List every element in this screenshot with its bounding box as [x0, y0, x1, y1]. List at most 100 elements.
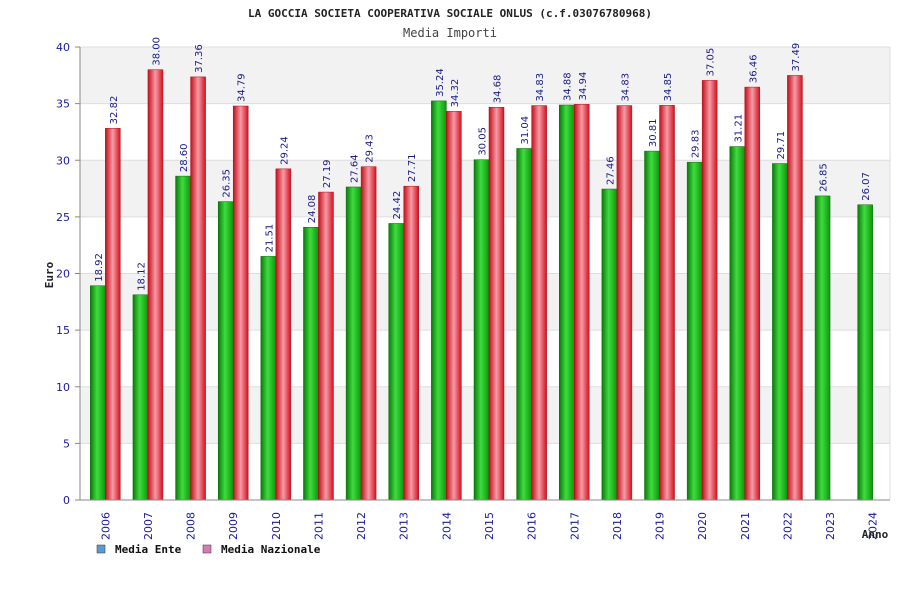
y-tick-label: 5	[63, 437, 70, 450]
bar-value-label: 18.92	[94, 253, 105, 282]
bar-media-ente	[431, 100, 447, 501]
bar-value-label: 29.24	[279, 136, 290, 165]
bar-media-ente	[601, 188, 618, 501]
bar-value-label: 31.21	[733, 114, 744, 143]
bar-media-ente	[686, 161, 703, 501]
bar-media-nazionale	[232, 105, 249, 501]
y-tick-label: 30	[56, 154, 70, 167]
bar-media-nazionale	[701, 80, 718, 501]
bar-media-nazionale	[318, 191, 334, 501]
bar-value-label: 31.04	[520, 116, 531, 145]
bar-value-label: 34.88	[563, 72, 574, 101]
bar-value-label: 35.24	[435, 68, 446, 97]
y-axis: 0 5 10 15 20 25 30 35 40	[56, 41, 81, 507]
x-tick-label: 2017	[568, 512, 581, 540]
bar-media-ente	[260, 256, 277, 501]
bar-media-nazionale	[190, 76, 206, 501]
bar-media-ente	[175, 175, 191, 501]
bar-value-label: 34.79	[237, 73, 248, 102]
bar-value-label: 21.51	[264, 224, 275, 253]
y-tick-label: 10	[56, 381, 70, 394]
bar-media-nazionale	[574, 104, 590, 501]
bar-value-label: 29.43	[365, 134, 376, 163]
bar-value-label: 18.12	[136, 262, 147, 291]
bar-media-ente	[644, 150, 660, 501]
bar-media-ente	[90, 285, 106, 501]
bar-value-label: 28.60	[179, 143, 190, 172]
bar-media-ente	[345, 186, 362, 501]
bar-value-label: 37.36	[194, 44, 205, 73]
bar-value-label: 34.68	[493, 75, 504, 104]
x-tick-label: 2013	[398, 512, 411, 540]
bar-value-label: 34.83	[535, 73, 546, 102]
bar-value-label: 24.08	[307, 195, 318, 224]
x-tick-label: 2006	[99, 512, 112, 540]
bar-value-labels: 18.92 32.82 18.12 38.00 28.60 37.36 26.35 34.79…	[94, 37, 872, 291]
x-tick-label: 2015	[483, 512, 496, 540]
bar-value-label: 26.07	[861, 172, 872, 201]
x-tick-label: 2019	[654, 512, 667, 540]
x-tick-label: 2010	[270, 512, 283, 540]
y-tick-label: 20	[56, 268, 70, 281]
y-tick-label: 35	[56, 98, 70, 111]
bar-value-label: 26.35	[222, 169, 233, 198]
x-axis-label: Anno	[862, 528, 889, 541]
x-tick-label: 2024	[867, 512, 880, 540]
bar-value-label: 27.46	[605, 156, 616, 185]
y-axis-label: Euro	[43, 261, 56, 288]
bar-value-label: 38.00	[151, 37, 162, 66]
legend-label-nazionale: Media Nazionale	[221, 543, 321, 556]
x-tick-label: 2022	[781, 512, 794, 540]
bar-value-label: 29.71	[776, 131, 787, 160]
legend: Media Ente Media Nazionale	[96, 543, 321, 556]
bar-value-label: 34.83	[620, 73, 631, 102]
bar-media-ente	[388, 223, 404, 501]
bar-media-ente	[303, 227, 319, 501]
bar-value-label: 32.82	[109, 96, 120, 125]
bar-value-label: 37.05	[706, 48, 717, 77]
bar-value-label: 27.19	[322, 159, 333, 188]
bar-value-label: 29.83	[691, 130, 702, 159]
bar-value-label: 30.81	[648, 118, 659, 147]
x-tick-label: 2021	[739, 512, 752, 540]
bar-value-label: 34.94	[578, 72, 589, 101]
bar-media-ente	[814, 195, 831, 501]
y-tick-label: 0	[63, 494, 70, 507]
x-tick-label: 2016	[526, 512, 539, 540]
bar-value-label: 36.46	[748, 54, 759, 83]
bar-media-nazionale	[275, 168, 292, 501]
chart-title: LA GOCCIA SOCIETA COOPERATIVA SOCIALE ON…	[248, 7, 652, 20]
bar-media-nazionale	[360, 166, 377, 501]
bar-media-nazionale	[147, 69, 164, 501]
chart-subtitle: Media Importi	[403, 26, 497, 40]
bar-value-label: 27.64	[350, 154, 361, 183]
x-tick-label: 2012	[355, 512, 368, 540]
x-tick-label: 2014	[440, 512, 453, 540]
bar-value-label: 34.32	[450, 79, 461, 108]
bar-media-nazionale	[488, 106, 505, 501]
legend-swatch-ente	[96, 544, 106, 554]
bar-media-ente	[559, 104, 575, 501]
x-tick-label: 2020	[696, 512, 709, 540]
x-tick-label: 2023	[824, 512, 837, 540]
bar-value-label: 34.85	[663, 73, 674, 102]
y-tick-label: 15	[56, 324, 70, 337]
x-axis: 2006 2007 2008 2009 2010 2011 2012 2013 2014 2015…	[80, 499, 890, 540]
bar-media-nazionale	[744, 86, 761, 501]
bar-value-label: 27.71	[407, 154, 418, 183]
bar-media-nazionale	[105, 128, 121, 501]
x-tick-label: 2018	[611, 512, 624, 540]
bar-media-ente	[772, 163, 788, 501]
bar-media-nazionale	[659, 105, 675, 501]
bar-media-ente	[473, 159, 490, 501]
legend-swatch-nazionale	[202, 544, 212, 554]
bar-media-ente	[217, 201, 234, 501]
x-tick-label: 2008	[185, 512, 198, 540]
bar-value-label: 37.49	[791, 43, 802, 72]
legend-label-ente: Media Ente	[115, 543, 182, 556]
bar-value-label: 26.85	[819, 163, 830, 192]
bars	[90, 69, 873, 501]
bar-media-nazionale	[616, 105, 633, 501]
bar-media-ente	[132, 294, 149, 501]
